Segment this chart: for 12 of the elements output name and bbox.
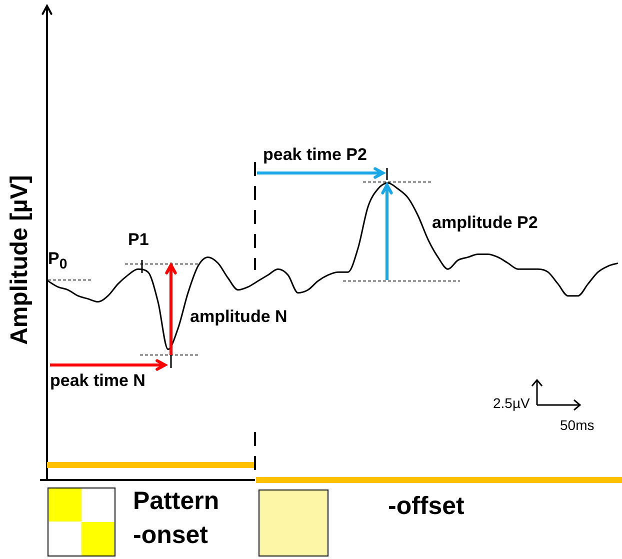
text: -offset <box>388 492 464 520</box>
text: -onset <box>133 521 208 550</box>
annotation: 2.5µV <box>493 395 530 412</box>
text: peak time P2 <box>263 145 367 165</box>
annotation: peak time N <box>50 371 146 391</box>
annotation: amplitude P2 <box>432 213 538 233</box>
annotation: P1 <box>128 230 149 250</box>
y-axis-title: Amplitude [µV] <box>6 175 34 345</box>
annotation: P$_{0}$ <box>48 249 68 273</box>
annotation: amplitude N <box>190 307 288 327</box>
annotation: 50ms <box>560 417 594 434</box>
text: Pattern <box>133 487 220 516</box>
